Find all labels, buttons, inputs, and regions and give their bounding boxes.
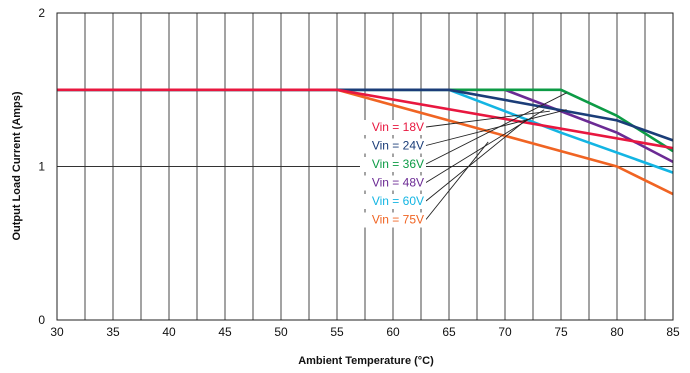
legend-label: Vin = 24V [372, 139, 424, 153]
x-tick-label: 80 [610, 325, 624, 339]
x-tick-label: 75 [554, 325, 568, 339]
legend-leader-line [425, 118, 528, 202]
x-tick-label: 30 [50, 325, 64, 339]
legend-leader-line [425, 92, 567, 165]
legend-leader-line [425, 109, 567, 146]
legend-label-background [360, 138, 426, 154]
y-tick-label: 1 [38, 160, 45, 174]
legend-leader-line [425, 141, 489, 220]
legend-leader-lines [425, 92, 567, 220]
legend-label: Vin = 36V [372, 157, 424, 171]
legend-label: Vin = 18V [372, 120, 424, 134]
legend-label-background [360, 212, 426, 228]
legend-label: Vin = 48V [372, 176, 424, 190]
y-tick-label: 2 [38, 6, 45, 20]
x-tick-label: 60 [386, 325, 400, 339]
x-tick-label: 70 [498, 325, 512, 339]
legend-label: Vin = 75V [372, 213, 424, 227]
x-axis-tick-labels: 30 35 40 45 50 55 60 65 70 75 80 85 [50, 325, 680, 339]
x-tick-label: 45 [218, 325, 232, 339]
x-tick-label: 85 [666, 325, 680, 339]
y-axis-title: Output Load Current (Amps) [11, 91, 23, 240]
x-tick-label: 35 [106, 325, 120, 339]
legend-label-background [360, 194, 426, 209]
x-tick-label: 40 [162, 325, 176, 339]
x-axis-title: Ambient Temperature (°C) [298, 355, 434, 367]
legend: Vin = 18V Vin = 24V Vin = 36V Vin = 48V Vin … [360, 120, 426, 228]
plot-frame [56, 12, 674, 321]
x-tick-label: 50 [274, 325, 288, 339]
x-tick-label: 55 [330, 325, 344, 339]
legend-label-background [360, 175, 426, 191]
series-line-1 [57, 88, 674, 150]
legend-label-background [360, 157, 426, 172]
legend-label: Vin = 60V [372, 194, 424, 208]
y-tick-label: 0 [38, 313, 45, 327]
x-tick-label: 65 [442, 325, 456, 339]
y-axis-tick-labels: 0 1 2 [38, 6, 45, 327]
legend-leader-line [425, 110, 550, 128]
legend-label-background [360, 120, 426, 135]
